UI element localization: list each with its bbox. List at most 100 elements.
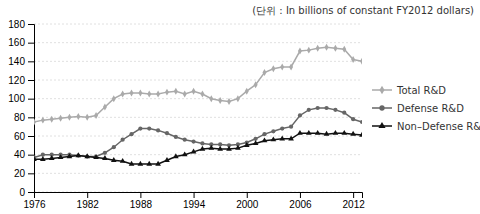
marker [165, 89, 169, 96]
tick: 120 [8, 75, 34, 86]
marker [235, 145, 241, 150]
marker [138, 126, 142, 130]
grid-line [34, 80, 362, 81]
y-axis: 020406080100120140160180 [8, 19, 34, 198]
marker [174, 135, 178, 139]
marker [156, 91, 160, 98]
marker [59, 115, 63, 122]
marker [147, 91, 151, 98]
marker [297, 130, 303, 135]
marker [360, 120, 362, 124]
tick-label: 20 [14, 168, 26, 179]
tick: 1994 [183, 192, 206, 210]
tick: 2006 [289, 192, 312, 210]
marker [111, 157, 117, 162]
marker [76, 113, 80, 120]
marker [350, 131, 356, 136]
tick-mark [247, 192, 248, 198]
marker [307, 108, 311, 112]
legend-item: Total R&D [372, 85, 446, 96]
marker [280, 63, 284, 70]
marker [325, 44, 329, 51]
tick-label: 2012 [343, 199, 366, 210]
marker [34, 119, 36, 126]
marker [227, 98, 231, 105]
grid [34, 24, 362, 192]
marker [209, 95, 213, 102]
marker [254, 81, 258, 88]
tick: 40 [14, 149, 34, 160]
tick: 180 [8, 19, 34, 30]
legend-label: Total R&D [396, 85, 446, 96]
marker [208, 145, 214, 150]
grid-line [34, 136, 362, 137]
marker [262, 137, 268, 142]
marker [359, 132, 362, 137]
marker [298, 48, 302, 55]
marker [120, 158, 126, 163]
tick-label: 2000 [236, 199, 259, 210]
tick: 100 [8, 93, 34, 104]
marker [262, 69, 266, 76]
series-markers [34, 130, 362, 166]
marker [342, 46, 346, 53]
marker [146, 161, 152, 166]
marker [130, 90, 134, 97]
tick-label: 1988 [130, 199, 153, 210]
tick-label: 100 [8, 93, 25, 104]
marker [271, 65, 275, 72]
tick-mark [28, 136, 34, 137]
marker [262, 132, 266, 136]
marker [191, 149, 197, 154]
tick-label: 1982 [77, 199, 100, 210]
tick: 2000 [236, 192, 259, 210]
marker [316, 45, 320, 52]
marker [165, 131, 169, 135]
marker [218, 97, 222, 104]
tick: 2012 [343, 192, 366, 210]
marker [34, 156, 37, 161]
marker [271, 136, 277, 141]
marker [289, 63, 293, 70]
tick-label: 160 [8, 37, 25, 48]
tick-label: 2006 [289, 199, 312, 210]
tick-mark [28, 61, 34, 62]
marker [50, 116, 54, 123]
marker [236, 95, 240, 102]
legend-item: Defense R&D [372, 103, 464, 114]
marker [306, 130, 312, 135]
tick-mark [140, 192, 141, 198]
marker [226, 146, 232, 151]
series-line [34, 133, 362, 164]
tick-label: 40 [14, 149, 26, 160]
marker [58, 154, 64, 159]
legend-label: Non–Defense R&D [397, 121, 480, 132]
series-markers [34, 44, 362, 126]
tick-label: 60 [14, 131, 26, 142]
marker [244, 142, 250, 147]
tick-label: 80 [14, 112, 26, 123]
tick: 1982 [77, 192, 100, 210]
tick-mark [28, 99, 34, 100]
tick: 1976 [23, 192, 46, 210]
grid-line [34, 24, 362, 25]
legend: Total R&D Defense R&D Non–Defense R&D [372, 85, 480, 132]
marker [333, 130, 339, 135]
marker [280, 126, 284, 130]
marker [360, 58, 362, 65]
marker [315, 130, 321, 135]
marker [217, 146, 223, 151]
x-axis: 1976 1982 1988 1994 2000 2006 2012 [23, 192, 365, 210]
marker [67, 114, 71, 121]
marker [324, 106, 328, 110]
marker [41, 117, 45, 124]
marker [67, 153, 73, 158]
marker [341, 130, 347, 135]
marker [316, 106, 320, 110]
marker [307, 47, 311, 54]
tick-mark [87, 192, 88, 198]
chart: 1976198219881994200020062012020406080100… [0, 0, 480, 214]
legend-label: Defense R&D [397, 103, 464, 114]
tick-mark [28, 43, 34, 44]
tick: 80 [14, 112, 34, 123]
